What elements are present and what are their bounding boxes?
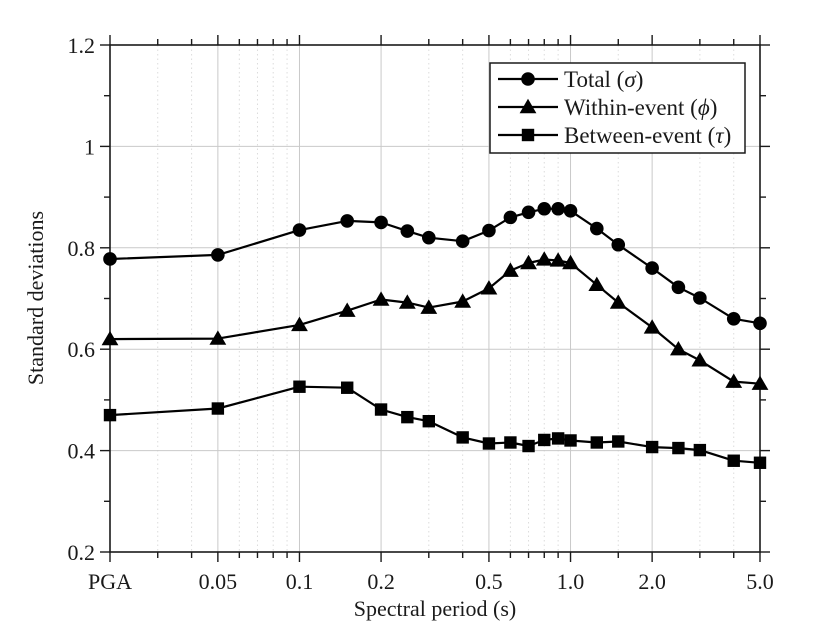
legend-triangle-marker (519, 98, 537, 114)
series-total-marker (521, 205, 536, 220)
series-between-event-marker (103, 408, 117, 422)
series-within-event-marker (291, 316, 308, 332)
series-between-event-line (109, 385, 761, 464)
series-within-event-marker (420, 299, 438, 314)
series-between-event-marker (564, 434, 577, 447)
series-within-event-marker (751, 375, 769, 390)
series-total-marker (482, 223, 496, 238)
series-between-event-marker (590, 436, 604, 449)
series-total-marker (726, 311, 741, 326)
series-within-event-marker (670, 341, 687, 356)
x-tick-label: 0.2 (367, 569, 395, 594)
series-between-event-marker (551, 432, 565, 445)
series-total-marker (211, 248, 225, 262)
series-between-event-marker (522, 439, 535, 453)
series-total-marker (551, 201, 565, 216)
series-total-marker (292, 223, 307, 237)
y-tick-label: 1 (84, 134, 95, 159)
series-within-event-marker (372, 291, 390, 306)
series-within-event-marker (338, 302, 356, 317)
series-between-event-marker (727, 454, 740, 467)
y-tick-label: 0.6 (68, 337, 96, 362)
y-tick-label: 0.4 (68, 439, 96, 464)
series-between-event-marker (340, 381, 354, 394)
series-within-event-marker (588, 276, 606, 292)
x-tick-label: 5.0 (746, 569, 774, 594)
series-within-event (101, 251, 769, 390)
series-within-event-marker (609, 294, 627, 309)
tick-labels: PGA 0.05 0.1 0.2 0.5 1.0 2.0 5.0 0.2 0.4 0.6 0.8 1 1.… (68, 33, 774, 594)
series-total-marker (563, 203, 578, 218)
x-tick-label: 2.0 (638, 569, 666, 594)
series-between-event-marker (401, 410, 414, 424)
series-total-marker (645, 261, 659, 275)
y-axis-title: Standard deviations (23, 210, 48, 386)
legend-label-within-event: Within-event (ϕ) (564, 95, 717, 120)
series-between-event-marker (504, 436, 517, 449)
series-total-marker (503, 210, 518, 225)
legend-item-between-event: Between-event (τ) (498, 123, 731, 148)
x-axis-title: Spectral period (s) (353, 596, 517, 621)
series-total-marker (537, 201, 552, 216)
series-within-event-marker (454, 293, 472, 308)
series-between-event-marker (293, 380, 306, 393)
y-tick-label: 0.8 (68, 236, 96, 261)
series-total-marker (421, 230, 436, 245)
series-within-event-marker (691, 352, 709, 367)
series-within-event-marker (101, 330, 119, 346)
legend-label-total: Total (σ) (564, 67, 643, 92)
axis-ticks (100, 35, 770, 562)
series-between-event-marker (538, 433, 551, 447)
series-within-event-marker (480, 280, 498, 295)
series-between-event-marker (612, 435, 625, 448)
series-within-event-marker (209, 330, 227, 345)
series-between-event-marker (374, 403, 388, 416)
legend-label-between-event: Between-event (τ) (564, 123, 731, 148)
series-total-marker (671, 280, 686, 295)
series-between-event-marker (422, 414, 435, 428)
series-within-event-marker (549, 252, 567, 267)
x-tick-label: 0.5 (475, 569, 503, 594)
legend-item-total: Total (σ) (498, 67, 643, 92)
series-total-marker (693, 291, 707, 305)
series-within-event-marker (725, 373, 743, 388)
legend: Total (σ) Within-event (ϕ) Between-event (… (489, 62, 746, 154)
series-between-event (103, 380, 767, 469)
x-tick-label: 0.1 (286, 569, 314, 594)
y-tick-label: 0.2 (68, 540, 96, 565)
series-total-marker (103, 252, 117, 266)
series-between-event-marker (672, 441, 685, 455)
series-between-event-marker (211, 402, 225, 415)
series-within-event-line (109, 258, 761, 385)
series-total-marker (340, 214, 354, 228)
series-within-event-marker (562, 254, 579, 270)
series-total-marker (374, 215, 388, 230)
legend-item-within-event: Within-event (ϕ) (498, 95, 717, 120)
series-between-event-marker (482, 437, 496, 450)
series-total-marker (590, 221, 604, 236)
series-total-marker (455, 234, 470, 249)
series-within-event-marker (501, 262, 519, 277)
series-total-marker (753, 316, 767, 331)
series-between-event-marker (645, 440, 659, 454)
series-between-event-marker (753, 456, 767, 469)
series-total-marker (611, 237, 626, 252)
x-tick-label: 1.0 (557, 569, 585, 594)
series-within-event-marker (535, 251, 553, 266)
series-between-event-marker (693, 443, 707, 457)
x-tick-label: 0.05 (199, 569, 238, 594)
series-within-event-marker (643, 319, 661, 334)
x-tick-label: PGA (88, 569, 132, 594)
series-between-event-marker (456, 431, 469, 444)
legend-circle-marker (521, 72, 535, 86)
series-within-event-marker (520, 254, 537, 270)
series-within-event-marker (398, 294, 416, 309)
legend-square-marker (521, 128, 535, 142)
y-tick-label: 1.2 (68, 33, 96, 58)
series-total (103, 201, 767, 331)
series-total-marker (400, 224, 415, 238)
